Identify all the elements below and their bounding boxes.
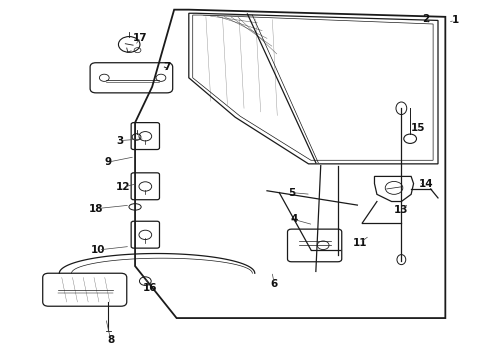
Text: 9: 9: [105, 157, 112, 167]
Text: 15: 15: [411, 123, 426, 133]
Text: 17: 17: [133, 33, 147, 43]
Text: 2: 2: [422, 14, 429, 24]
Text: 18: 18: [89, 204, 103, 214]
Text: 3: 3: [117, 136, 124, 145]
Text: 16: 16: [143, 283, 157, 293]
Text: 12: 12: [116, 182, 130, 192]
Text: 14: 14: [418, 179, 433, 189]
Text: 4: 4: [290, 215, 297, 224]
Text: 8: 8: [107, 334, 114, 345]
Text: 7: 7: [163, 62, 171, 72]
Text: 10: 10: [91, 245, 106, 255]
Text: 1: 1: [451, 15, 459, 26]
Text: 13: 13: [394, 206, 409, 216]
Text: 11: 11: [353, 238, 367, 248]
Text: 5: 5: [288, 188, 295, 198]
Text: 6: 6: [270, 279, 278, 289]
